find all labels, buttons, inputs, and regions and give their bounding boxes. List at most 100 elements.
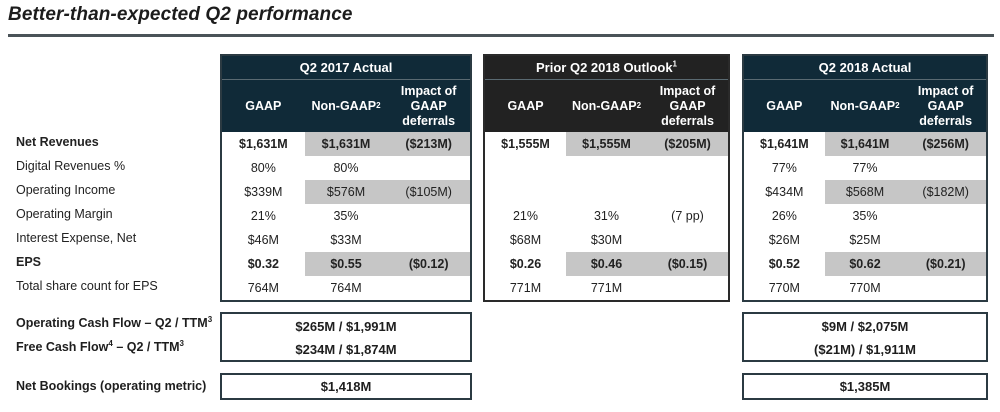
impact-line-2: GAAP bbox=[410, 98, 447, 113]
col-header-impact: Impact of GAAP deferrals bbox=[387, 80, 470, 132]
table-row: $339M $576M ($105M) bbox=[222, 180, 471, 204]
cell-gaap: $434M bbox=[765, 185, 804, 199]
non-gaap-text: Non-GAAP bbox=[830, 98, 896, 113]
cell-non-gaap bbox=[566, 156, 647, 180]
table-header: Q2 2018 Actual GAAP Non-GAAP 2 Impact of GAAP… bbox=[744, 56, 986, 132]
cell-impact bbox=[387, 276, 470, 300]
cell-non-gaap bbox=[566, 180, 647, 204]
col-header-non-gaap: Non-GAAP 2 bbox=[311, 98, 381, 113]
row-label-digital-revenues: Digital Revenues % bbox=[16, 159, 126, 173]
cell-non-gaap: $33M bbox=[330, 233, 362, 247]
cell-gaap: $0.32 bbox=[247, 257, 279, 271]
table-title-text: Q2 2017 Actual bbox=[299, 60, 393, 75]
table-row: $0.52 $0.62 ($0.21) bbox=[744, 252, 987, 276]
cell-gaap: $339M bbox=[244, 185, 283, 199]
cell-impact: ($205M) bbox=[647, 132, 728, 156]
table-row: $1,555M $1,555M ($205M) bbox=[485, 132, 728, 156]
cell-impact: ($213M) bbox=[387, 132, 471, 156]
cell-gaap: 77% bbox=[771, 161, 797, 175]
impact-line-3: deferrals bbox=[661, 113, 714, 128]
label-free-cash-flow: Free Cash Flow4 – Q2 / TTM3 bbox=[16, 338, 184, 354]
table-q2-2017-actual: Q2 2017 Actual GAAP Non-GAAP 2 Impact of GAAP… bbox=[220, 54, 472, 302]
cell-gaap: $1,631M bbox=[239, 137, 288, 151]
table-header: Prior Q2 2018 Outlook1 GAAP Non-GAAP 2 Impac… bbox=[485, 56, 728, 132]
col-header-impact: Impact of GAAP deferrals bbox=[905, 80, 986, 132]
cell-impact bbox=[387, 228, 470, 252]
cell-impact bbox=[905, 276, 986, 300]
cell-gaap: $0.52 bbox=[768, 257, 800, 271]
col-header-non-gaap: Non-GAAP 2 bbox=[571, 98, 642, 113]
non-gaap-text: Non-GAAP bbox=[571, 98, 637, 113]
cell-impact: ($182M) bbox=[905, 180, 987, 204]
col-header-gaap: GAAP bbox=[245, 98, 282, 113]
cell-non-gaap: 77% bbox=[852, 161, 878, 175]
row-label-eps: EPS bbox=[16, 255, 42, 269]
title-rule bbox=[8, 34, 994, 37]
table-row: $0.32 $0.55 ($0.12) bbox=[222, 252, 471, 276]
cell-non-gaap: 80% bbox=[333, 161, 359, 175]
table-title-text: Q2 2018 Actual bbox=[818, 60, 912, 75]
cell-non-gaap: $1,641M bbox=[824, 132, 906, 156]
bookings-box-2018: $1,385M bbox=[742, 373, 988, 400]
cell-gaap: $68M bbox=[509, 233, 542, 247]
table-row bbox=[485, 156, 728, 180]
table-row: $434M $568M ($182M) bbox=[744, 180, 987, 204]
cell-gaap: 770M bbox=[768, 281, 800, 295]
cell-impact bbox=[647, 228, 728, 252]
cell-gaap: $46M bbox=[247, 233, 279, 247]
ocf-value-2017: $265M / $1,991M bbox=[295, 319, 397, 334]
row-label-operating-income: Operating Income bbox=[16, 183, 116, 197]
impact-line-1: Impact of bbox=[400, 83, 457, 98]
fcf-label-suffix: – Q2 / TTM bbox=[112, 340, 180, 354]
impact-line-2: GAAP bbox=[669, 98, 706, 113]
impact-line-3: deferrals bbox=[402, 113, 456, 128]
table-row: 26% 35% bbox=[744, 204, 986, 228]
cell-non-gaap: $0.46 bbox=[566, 252, 647, 276]
table-row: $0.26 $0.46 ($0.15) bbox=[485, 252, 728, 276]
cell-impact bbox=[905, 156, 986, 180]
cell-gaap: 80% bbox=[250, 161, 276, 175]
cell-impact: ($0.15) bbox=[647, 252, 728, 276]
footnote-3: 3 bbox=[179, 338, 184, 348]
cell-non-gaap: $25M bbox=[849, 233, 881, 247]
subheader-row: GAAP Non-GAAP 2 Impact of GAAP deferrals bbox=[485, 80, 728, 132]
cell-impact: ($0.21) bbox=[905, 252, 987, 276]
cell-impact bbox=[647, 276, 728, 300]
cell-non-gaap: 31% bbox=[593, 209, 620, 223]
table-row: 771M 771M bbox=[485, 276, 728, 300]
table-row: 770M 770M bbox=[744, 276, 986, 300]
cell-non-gaap: $0.55 bbox=[304, 252, 388, 276]
cell-non-gaap: $1,631M bbox=[304, 132, 388, 156]
cell-non-gaap: $576M bbox=[304, 180, 388, 204]
cash-flow-box-2017: $265M / $1,991M $234M / $1,874M bbox=[220, 312, 472, 362]
table-row: $68M $30M bbox=[485, 228, 728, 252]
table-title: Prior Q2 2018 Outlook1 bbox=[485, 56, 728, 80]
cell-non-gaap: $1,555M bbox=[566, 132, 647, 156]
table-prior-q2-2018-outlook: Prior Q2 2018 Outlook1 GAAP Non-GAAP 2 Impac… bbox=[483, 54, 730, 302]
fcf-value-2018: ($21M) / $1,911M bbox=[814, 342, 916, 357]
row-labels: Net Revenues Digital Revenues % Operatin… bbox=[16, 130, 216, 298]
col-header-non-gaap: Non-GAAP 2 bbox=[830, 98, 900, 113]
ocf-value-2018: $9M / $2,075M bbox=[821, 319, 909, 334]
subheader-row: GAAP Non-GAAP 2 Impact of GAAP deferrals bbox=[744, 80, 986, 132]
subheader-row: GAAP Non-GAAP 2 Impact of GAAP deferrals bbox=[222, 80, 470, 132]
row-label-net-revenues: Net Revenues bbox=[16, 135, 99, 149]
cell-gaap: 21% bbox=[250, 209, 276, 223]
table-row: $26M $25M bbox=[744, 228, 986, 252]
cell-gaap: $1,641M bbox=[760, 137, 809, 151]
table-row: 21% 31% (7 pp) bbox=[485, 204, 728, 228]
row-label-share-count: Total share count for EPS bbox=[16, 279, 158, 293]
table-row: $1,631M $1,631M ($213M) bbox=[222, 132, 471, 156]
table-row bbox=[485, 180, 728, 204]
cell-non-gaap: 764M bbox=[330, 281, 362, 295]
table-row: 764M 764M bbox=[222, 276, 470, 300]
cell-non-gaap: 770M bbox=[849, 281, 881, 295]
cell-impact bbox=[905, 204, 986, 228]
cell-impact: ($0.12) bbox=[387, 252, 471, 276]
non-gaap-text: Non-GAAP bbox=[311, 98, 377, 113]
impact-line-1: Impact of bbox=[659, 83, 716, 98]
cell-gaap: 21% bbox=[512, 209, 539, 223]
footnote-1: 1 bbox=[672, 59, 677, 69]
table-q2-2018-actual: Q2 2018 Actual GAAP Non-GAAP 2 Impact of GAAP… bbox=[742, 54, 988, 302]
impact-line-2: GAAP bbox=[927, 98, 964, 113]
